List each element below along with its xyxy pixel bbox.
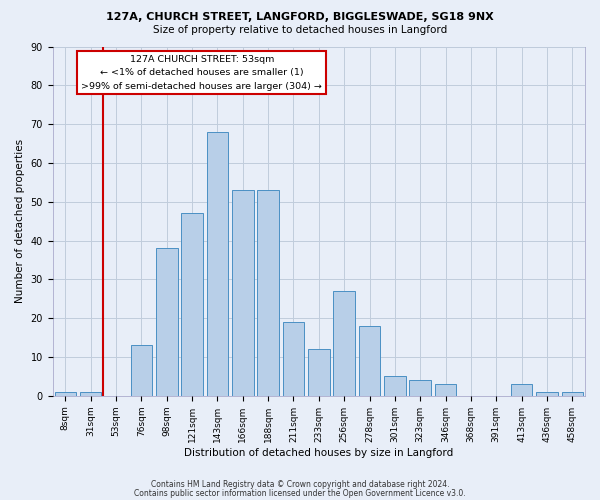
Bar bbox=[334, 291, 355, 396]
Bar bbox=[562, 392, 583, 396]
Bar bbox=[257, 190, 279, 396]
Bar bbox=[131, 346, 152, 396]
Bar bbox=[409, 380, 431, 396]
Bar bbox=[435, 384, 457, 396]
Bar bbox=[359, 326, 380, 396]
Bar bbox=[80, 392, 101, 396]
Bar bbox=[536, 392, 558, 396]
Bar bbox=[181, 214, 203, 396]
Bar bbox=[206, 132, 228, 396]
Text: Contains HM Land Registry data © Crown copyright and database right 2024.: Contains HM Land Registry data © Crown c… bbox=[151, 480, 449, 489]
Bar bbox=[308, 350, 329, 396]
Bar bbox=[55, 392, 76, 396]
Text: 127A, CHURCH STREET, LANGFORD, BIGGLESWADE, SG18 9NX: 127A, CHURCH STREET, LANGFORD, BIGGLESWA… bbox=[106, 12, 494, 22]
Text: 127A CHURCH STREET: 53sqm
← <1% of detached houses are smaller (1)
>99% of semi-: 127A CHURCH STREET: 53sqm ← <1% of detac… bbox=[81, 55, 322, 90]
X-axis label: Distribution of detached houses by size in Langford: Distribution of detached houses by size … bbox=[184, 448, 454, 458]
Bar bbox=[156, 248, 178, 396]
Text: Size of property relative to detached houses in Langford: Size of property relative to detached ho… bbox=[153, 25, 447, 35]
Y-axis label: Number of detached properties: Number of detached properties bbox=[15, 139, 25, 303]
Bar bbox=[283, 322, 304, 396]
Bar bbox=[232, 190, 254, 396]
Bar bbox=[511, 384, 532, 396]
Bar bbox=[384, 376, 406, 396]
Text: Contains public sector information licensed under the Open Government Licence v3: Contains public sector information licen… bbox=[134, 488, 466, 498]
